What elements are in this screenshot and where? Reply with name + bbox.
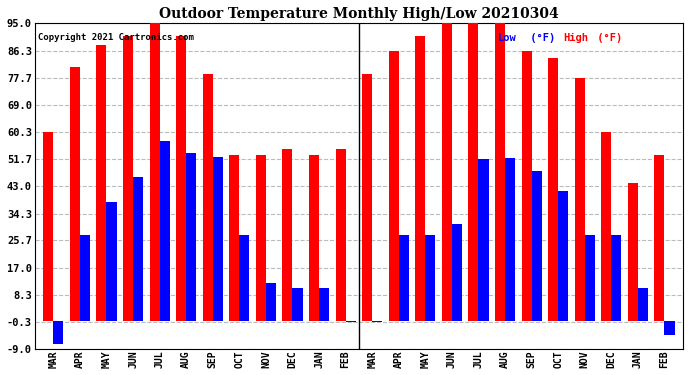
Bar bbox=[319, 288, 329, 321]
Bar bbox=[531, 171, 542, 321]
Bar bbox=[123, 36, 133, 321]
Bar bbox=[478, 159, 489, 321]
Bar bbox=[469, 24, 478, 321]
Bar bbox=[362, 74, 372, 321]
Bar bbox=[664, 321, 675, 335]
Bar bbox=[575, 78, 584, 321]
Bar bbox=[43, 132, 53, 321]
Bar bbox=[176, 36, 186, 321]
Bar bbox=[399, 235, 409, 321]
Bar bbox=[80, 235, 90, 321]
Text: (°F): (°F) bbox=[591, 33, 622, 43]
Bar bbox=[335, 149, 346, 321]
Bar bbox=[309, 155, 319, 321]
Bar bbox=[522, 51, 531, 321]
Bar bbox=[425, 235, 435, 321]
Title: Outdoor Temperature Monthly High/Low 20210304: Outdoor Temperature Monthly High/Low 202… bbox=[159, 7, 559, 21]
Bar bbox=[415, 36, 425, 321]
Bar bbox=[159, 141, 170, 321]
Bar bbox=[293, 288, 302, 321]
Bar bbox=[654, 155, 664, 321]
Bar bbox=[601, 132, 611, 321]
Text: (°F): (°F) bbox=[524, 33, 555, 43]
Bar bbox=[558, 191, 569, 321]
Bar bbox=[229, 155, 239, 321]
Bar bbox=[452, 224, 462, 321]
Bar bbox=[584, 235, 595, 321]
Bar bbox=[611, 235, 622, 321]
Bar bbox=[133, 177, 143, 321]
Bar bbox=[266, 283, 276, 321]
Text: Low: Low bbox=[498, 33, 517, 43]
Bar bbox=[213, 156, 223, 321]
Bar bbox=[442, 24, 452, 321]
Bar bbox=[628, 183, 638, 321]
Bar bbox=[372, 321, 382, 322]
Bar bbox=[638, 288, 648, 321]
Bar bbox=[70, 68, 80, 321]
Bar bbox=[282, 149, 293, 321]
Bar bbox=[53, 321, 63, 344]
Bar bbox=[203, 74, 213, 321]
Bar bbox=[388, 51, 399, 321]
Bar bbox=[548, 58, 558, 321]
Bar bbox=[106, 202, 117, 321]
Text: High: High bbox=[563, 33, 588, 43]
Text: Copyright 2021 Cartronics.com: Copyright 2021 Cartronics.com bbox=[38, 33, 194, 42]
Bar bbox=[346, 321, 356, 322]
Bar bbox=[150, 24, 159, 321]
Bar bbox=[505, 158, 515, 321]
Bar bbox=[495, 24, 505, 321]
Bar bbox=[97, 45, 106, 321]
Bar bbox=[256, 155, 266, 321]
Bar bbox=[239, 235, 249, 321]
Bar bbox=[186, 153, 196, 321]
